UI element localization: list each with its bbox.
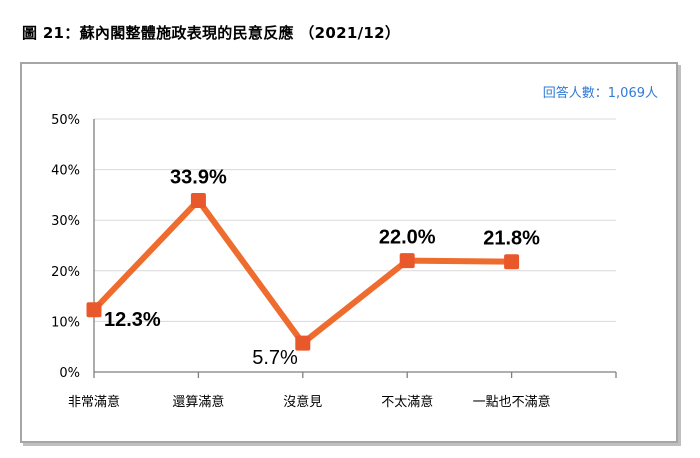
data-point-marker	[504, 254, 520, 270]
y-tick-label: 30%	[51, 214, 80, 229]
chart-frame: 回答人數：1,069人 0% 10% 20% 30% 40% 50% 非常滿意 還算滿意 沒意見…	[20, 62, 678, 443]
figure-title: 圖 21：蘇內閣整體施政表現的民意反應 （2021/12）	[22, 24, 401, 42]
y-tick-label: 50%	[51, 113, 80, 128]
data-point-marker	[86, 302, 102, 318]
respondents-note: 回答人數：1,069人	[542, 86, 658, 101]
data-point-marker	[399, 253, 415, 269]
x-category-label: 非常滿意	[68, 394, 120, 410]
y-tick-label: 0%	[59, 366, 80, 381]
x-category-label: 不太滿意	[381, 394, 433, 410]
x-category-label: 一點也不滿意	[473, 394, 551, 410]
x-category-label: 沒意見	[283, 394, 322, 410]
data-point-marker	[295, 335, 311, 351]
x-category-label: 還算滿意	[172, 394, 224, 410]
data-label: 21.8%	[483, 228, 540, 250]
y-tick-label: 20%	[51, 265, 80, 280]
y-tick-label: 10%	[51, 315, 80, 330]
y-tick-label: 40%	[51, 164, 80, 179]
line-chart: 0% 10% 20% 30% 40% 50% 非常滿意 還算滿意 沒意見 不太滿意 一點也不滿意 12…	[51, 113, 617, 410]
data-label: 5.7%	[252, 347, 298, 369]
data-label: 33.9%	[170, 166, 227, 188]
data-point-marker	[190, 192, 206, 208]
data-label: 22.0%	[379, 227, 436, 249]
data-label: 12.3%	[104, 309, 161, 331]
